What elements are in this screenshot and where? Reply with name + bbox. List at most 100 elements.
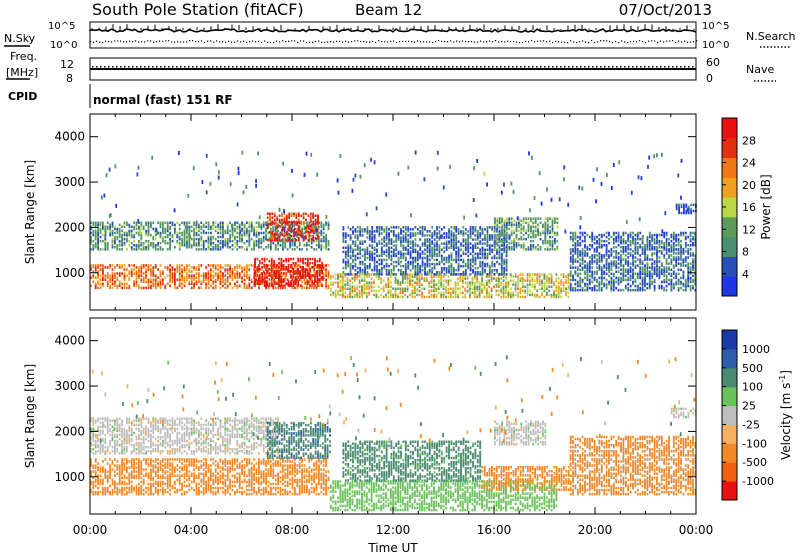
power-cell xyxy=(231,274,234,277)
nave-dot xyxy=(264,66,266,68)
power-cell xyxy=(253,239,255,243)
power-cell xyxy=(289,227,291,231)
power-cell xyxy=(569,270,572,273)
power-cell xyxy=(266,266,268,269)
power-cell xyxy=(411,295,414,299)
power-cell xyxy=(450,236,453,239)
power-cell xyxy=(258,264,260,267)
power-cell xyxy=(212,248,215,251)
power-cell xyxy=(572,254,574,257)
power-cell xyxy=(376,254,378,258)
power-cell xyxy=(217,268,219,271)
power-cell xyxy=(109,274,111,277)
power-cell xyxy=(363,283,366,286)
power-cell xyxy=(231,270,234,273)
power-cell xyxy=(174,284,176,288)
power-cell xyxy=(615,231,618,235)
power-cell xyxy=(505,277,507,280)
power-cell xyxy=(193,244,195,247)
power-cell xyxy=(152,272,155,275)
power-cell xyxy=(505,281,507,284)
power-cell xyxy=(605,235,608,239)
power-cell xyxy=(327,221,330,224)
power-cell xyxy=(320,282,323,286)
power-cell xyxy=(400,244,402,247)
power-cell xyxy=(605,284,608,288)
power-cell xyxy=(260,237,263,241)
power-cell xyxy=(543,289,546,293)
power-cell xyxy=(171,272,174,275)
nave-dot xyxy=(256,66,258,68)
power-cell xyxy=(118,280,121,283)
power-cell xyxy=(457,232,460,235)
power-cell xyxy=(466,285,469,288)
power-cell xyxy=(479,228,482,231)
power-cell xyxy=(509,273,512,276)
nave-dot xyxy=(516,66,518,68)
power-cell xyxy=(462,264,465,268)
power-cell xyxy=(152,284,155,288)
power-cell xyxy=(485,283,488,286)
power-cell xyxy=(500,252,503,256)
power-cell xyxy=(253,246,255,249)
nsearch-dot xyxy=(519,42,521,44)
power-cell xyxy=(467,260,470,264)
power-cell xyxy=(414,266,417,270)
power-cell xyxy=(445,295,447,299)
power-cell xyxy=(284,246,287,249)
power-cell xyxy=(572,262,574,265)
nave-dot xyxy=(508,66,510,68)
power-cell xyxy=(500,266,503,270)
power-cell xyxy=(500,262,503,266)
power-cell xyxy=(265,231,267,235)
power-cell xyxy=(493,273,496,276)
power-cell xyxy=(572,237,574,241)
power-cell xyxy=(246,229,248,233)
power-cell xyxy=(292,272,295,275)
power-cell xyxy=(445,266,448,270)
power-cell xyxy=(593,276,596,280)
power-cell xyxy=(102,278,104,281)
power-cell xyxy=(248,233,251,237)
power-cell xyxy=(576,272,579,276)
power-cell xyxy=(294,270,297,273)
power-cell xyxy=(488,248,491,251)
power-cell xyxy=(94,231,97,235)
power-cell xyxy=(255,229,258,233)
power-cell xyxy=(491,264,494,268)
power-cell xyxy=(421,273,423,276)
power-cell xyxy=(198,223,200,227)
power-cell xyxy=(514,283,517,286)
nsearch-dot xyxy=(420,41,422,43)
power-cell xyxy=(290,266,292,269)
power-cell xyxy=(142,227,145,231)
power-cell xyxy=(554,237,556,241)
power-cell xyxy=(503,268,506,272)
power-cell xyxy=(325,237,327,241)
power-cell xyxy=(407,244,410,247)
power-cell xyxy=(306,284,308,288)
power-cell xyxy=(311,274,314,277)
nave-dot xyxy=(640,66,642,68)
power-cell xyxy=(419,256,422,260)
power-cell xyxy=(104,239,107,243)
power-cell xyxy=(496,235,499,239)
power-cell xyxy=(314,274,316,277)
power-cell xyxy=(270,233,272,237)
power-cell xyxy=(99,221,102,224)
power-cell xyxy=(207,272,210,275)
power-cell xyxy=(387,291,390,295)
power-cell xyxy=(277,241,279,245)
power-cell xyxy=(600,276,603,280)
power-cell xyxy=(364,268,366,272)
power-cell xyxy=(588,282,591,286)
power-cell xyxy=(214,248,217,251)
nave-dot xyxy=(272,66,274,68)
power-cell xyxy=(320,239,323,243)
power-cell xyxy=(612,282,615,286)
power-cell xyxy=(356,285,359,288)
power-cell xyxy=(472,248,474,251)
power-cell xyxy=(481,246,484,249)
power-cell xyxy=(253,276,255,279)
